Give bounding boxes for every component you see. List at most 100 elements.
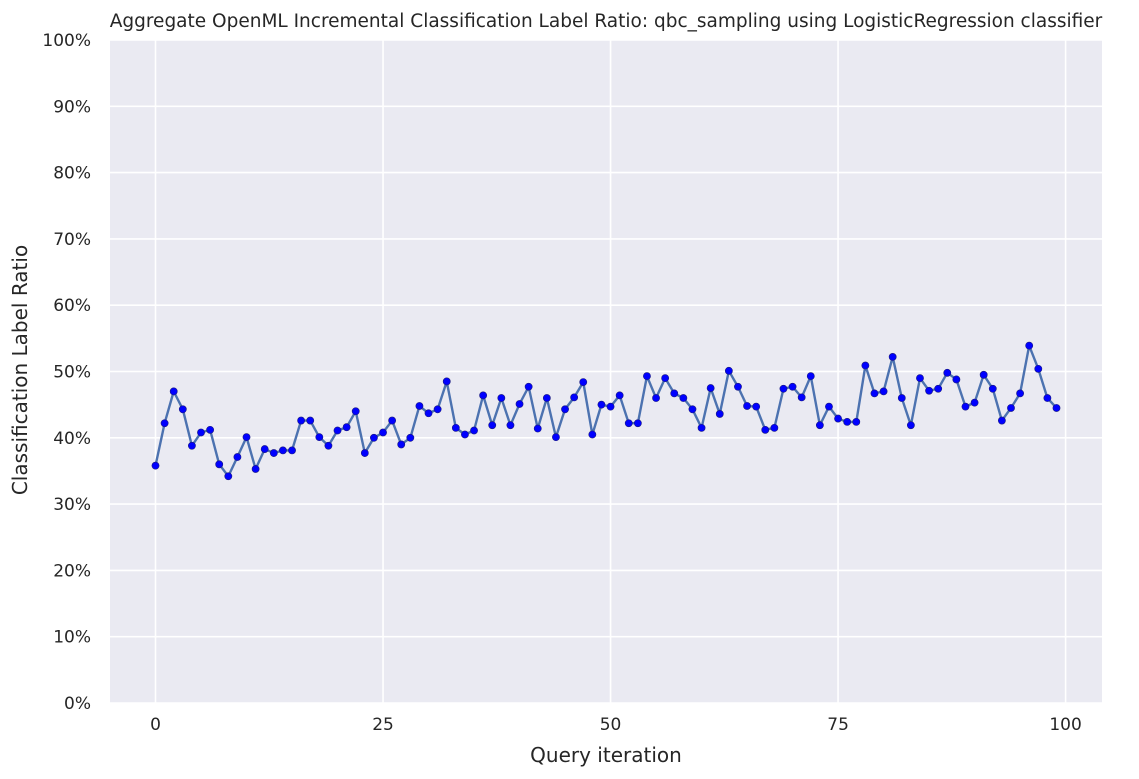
data-point [934, 384, 943, 393]
data-point [897, 394, 906, 402]
data-point [333, 426, 342, 435]
data-point [752, 402, 761, 411]
data-point [706, 384, 715, 392]
data-point [570, 393, 579, 402]
data-point [524, 382, 533, 391]
data-point [188, 441, 196, 450]
data-point [961, 402, 970, 411]
data-point [916, 374, 924, 383]
data-point [160, 419, 169, 428]
data-point [561, 405, 569, 414]
data-point [406, 433, 415, 442]
data-point [497, 394, 506, 402]
data-point [970, 398, 979, 407]
y-tick-label: 20% [53, 561, 91, 581]
data-point [269, 449, 278, 457]
y-tick-label: 80% [53, 164, 91, 184]
data-point [178, 405, 187, 414]
data-point [652, 394, 660, 402]
x-tick-label: 50 [600, 715, 622, 735]
x-tick-labels: 0 25 50 75 100 [150, 715, 1082, 735]
data-point [315, 433, 324, 442]
data-point [1025, 341, 1034, 350]
x-tick-label: 75 [827, 715, 849, 735]
y-tick-label: 0% [64, 694, 91, 714]
y-tick-label: 50% [53, 363, 91, 383]
data-point [679, 394, 688, 402]
data-point [360, 449, 369, 457]
data-point [488, 421, 497, 430]
data-point [260, 445, 269, 453]
data-point [1034, 364, 1043, 373]
data-point [743, 402, 751, 410]
data-point [797, 393, 806, 402]
data-point [952, 375, 961, 384]
data-point [224, 472, 233, 481]
data-point [1007, 404, 1015, 412]
data-point [306, 416, 315, 425]
data-point [233, 453, 242, 461]
data-point [643, 372, 651, 381]
data-point [279, 446, 287, 455]
data-point [451, 423, 460, 432]
data-point [979, 370, 988, 379]
data-point [351, 407, 360, 416]
series-layer [151, 341, 1061, 481]
y-tick-label: 60% [53, 296, 91, 316]
data-point [533, 424, 542, 433]
data-point [633, 419, 642, 428]
data-point [615, 391, 624, 400]
data-point [370, 433, 378, 442]
data-point [1052, 404, 1061, 412]
data-point [861, 361, 870, 370]
data-point [1043, 394, 1052, 402]
data-point [943, 368, 952, 377]
data-point [379, 428, 387, 437]
data-point [206, 425, 215, 434]
y-tick-label: 100% [42, 31, 91, 51]
data-point [761, 425, 770, 434]
data-point [433, 405, 442, 414]
series-line [154, 344, 1058, 478]
data-point [470, 426, 478, 435]
x-tick-label: 100 [1049, 715, 1081, 735]
x-axis-label: Query iteration [530, 743, 682, 767]
data-point [852, 417, 861, 426]
y-tick-label: 70% [53, 230, 91, 250]
data-point [251, 465, 260, 473]
data-point [688, 405, 697, 414]
data-point [215, 460, 224, 469]
data-point [888, 353, 897, 361]
data-point [442, 377, 451, 386]
data-point [297, 416, 306, 425]
data-point [806, 372, 815, 381]
data-point [1016, 389, 1024, 398]
data-point [834, 414, 842, 423]
data-point [397, 440, 406, 449]
y-tick-label: 10% [53, 628, 91, 648]
data-point [825, 402, 833, 411]
data-point [697, 423, 706, 432]
data-point [997, 416, 1006, 425]
data-point [606, 402, 615, 411]
data-point [715, 410, 724, 418]
data-point [169, 387, 178, 396]
data-point [506, 421, 515, 430]
data-point [288, 446, 296, 455]
data-point [879, 387, 888, 396]
data-point [624, 419, 633, 428]
x-tick-label: 25 [372, 715, 394, 735]
data-point [906, 421, 915, 430]
data-point [479, 391, 488, 400]
data-point [724, 366, 733, 375]
y-tick-label: 30% [53, 495, 91, 515]
data-point [670, 389, 679, 398]
data-point [415, 402, 424, 410]
data-point [597, 400, 606, 409]
data-point [515, 400, 524, 408]
data-point [988, 384, 997, 393]
data-point [424, 409, 433, 418]
y-axis-label: Classification Label Ratio [8, 245, 32, 495]
data-point [342, 423, 351, 432]
data-point [661, 374, 670, 383]
